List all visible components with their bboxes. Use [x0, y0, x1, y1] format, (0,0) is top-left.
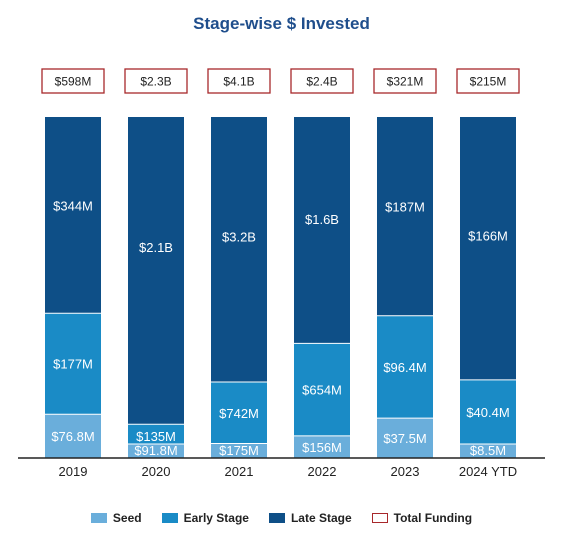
data-label-seed-2020: $91.8M [134, 443, 177, 458]
bar-late-stage-2022 [294, 117, 350, 344]
x-tick-label-2019: 2019 [59, 464, 88, 479]
data-label-seed-2023: $37.5M [383, 431, 426, 446]
data-label-early-stage-2023: $96.4M [383, 360, 426, 375]
bar-seed-2019 [45, 414, 101, 458]
total-box-2023 [373, 68, 437, 94]
bar-early-stage-2020 [128, 424, 184, 444]
x-tick-label-2023: 2023 [391, 464, 420, 479]
legend-swatch-late-stage [268, 513, 285, 523]
stacked-bar-chart: $76.8M $177M $344M $598M 2019 $91.8M$135M $2.1… [18, 68, 545, 479]
bar-early-stage-2022 [294, 343, 350, 436]
data-label-late-stage-2020: $2.1B [139, 240, 173, 255]
data-label-seed-2021: $175M [219, 443, 259, 458]
bar-seed-2020 [128, 444, 184, 458]
legend-label-seed: Seed [112, 511, 142, 525]
data-label-early-stage-2019: $177M [53, 357, 93, 372]
bar-late-stage-2020 [128, 117, 184, 425]
bar-late-stage-2019 [45, 117, 101, 314]
bar-late-stage-2024-ytd [460, 117, 516, 380]
x-tick-label-2020: 2020 [142, 464, 171, 479]
chart-title: Stage-wise $ Invested [193, 14, 370, 33]
legend-item-total-funding: Total Funding [371, 511, 473, 525]
total-box-2019 [41, 68, 105, 94]
total-label-2019: $598M [55, 75, 92, 89]
bar-early-stage-2019 [45, 313, 101, 415]
data-label-late-stage-2023: $187M [385, 199, 425, 214]
bar-seed-2022 [294, 435, 350, 458]
bar-early-stage-2023 [377, 315, 433, 419]
labels-layer: $76.8M $177M $344M $598M 2019 $91.8M$135M $2.1… [41, 68, 520, 479]
bar-late-stage-2021 [211, 117, 267, 383]
legend-label-late-stage: Late Stage [290, 511, 352, 525]
total-label-2023: $321M [387, 75, 424, 89]
data-label-early-stage-2020: $135M [136, 429, 176, 444]
legend: Seed Early Stage Late Stage Total Funding [0, 511, 563, 525]
legend-swatch-seed [90, 513, 107, 523]
bar-late-stage-2023 [377, 117, 433, 316]
total-label-2020: $2.3B [140, 75, 171, 89]
bar-early-stage-2021 [211, 382, 267, 444]
bar-seed-2024-ytd [460, 444, 516, 458]
data-label-early-stage-2024-ytd: $40.4M [466, 405, 509, 420]
bars-layer [45, 117, 516, 458]
data-label-early-stage-2021: $742M [219, 406, 259, 421]
legend-swatch-total-funding [371, 513, 388, 523]
total-box-2020 [124, 68, 188, 94]
total-box-2021 [207, 68, 271, 94]
legend-item-early-stage: Early Stage [161, 511, 249, 525]
legend-item-seed: Seed [90, 511, 142, 525]
total-label-2022: $2.4B [306, 75, 337, 89]
data-label-late-stage-2019: $344M [53, 198, 93, 213]
data-label-late-stage-2021: $3.2B [222, 229, 256, 244]
bar-seed-2023 [377, 418, 433, 458]
legend-label-early-stage: Early Stage [183, 511, 249, 525]
legend-swatch-early-stage [161, 513, 178, 523]
data-label-seed-2024-ytd: $8.5M [470, 443, 506, 458]
total-label-2024-ytd: $215M [470, 75, 507, 89]
x-tick-label-2024-ytd: 2024 YTD [459, 464, 517, 479]
data-label-late-stage-2024-ytd: $166M [468, 228, 508, 243]
x-tick-label-2022: 2022 [308, 464, 337, 479]
total-box-2024-ytd [456, 68, 520, 94]
legend-item-late-stage: Late Stage [268, 511, 352, 525]
total-box-2022 [290, 68, 354, 94]
bar-seed-2021 [211, 443, 267, 458]
data-label-early-stage-2022: $654M [302, 383, 342, 398]
data-label-late-stage-2022: $1.6B [305, 212, 339, 227]
x-tick-label-2021: 2021 [225, 464, 254, 479]
legend-label-total-funding: Total Funding [393, 511, 473, 525]
total-label-2021: $4.1B [223, 75, 254, 89]
bar-early-stage-2024-ytd [460, 379, 516, 444]
data-label-seed-2019: $76.8M [51, 429, 94, 444]
data-label-seed-2022: $156M [302, 440, 342, 455]
